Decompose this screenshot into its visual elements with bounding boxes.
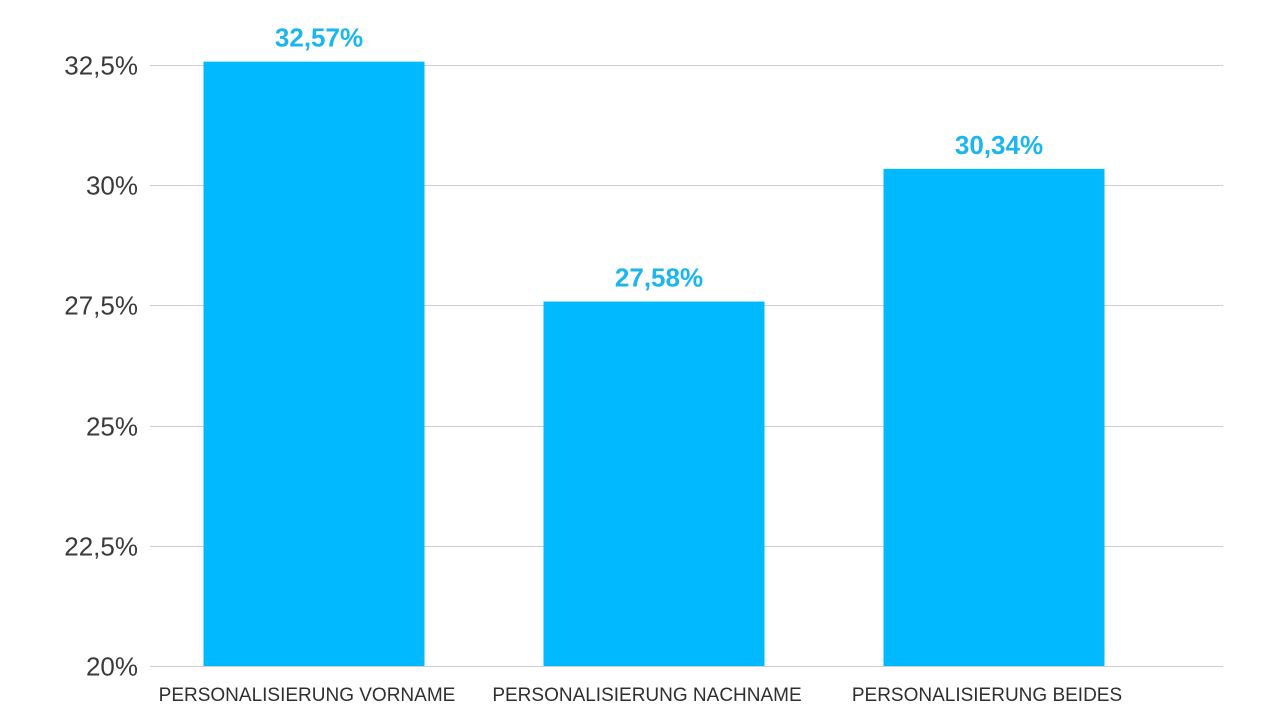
data-label: 30,34%	[955, 130, 1043, 160]
bar	[543, 301, 765, 666]
category-label: PERSONALISIERUNG BEIDES	[852, 685, 1122, 706]
x-axis-category-labels: PERSONALISIERUNG VORNAME PERSONALISIERUNG…	[159, 685, 1122, 706]
data-label: 27,58%	[615, 263, 703, 293]
data-label: 32,57%	[275, 23, 363, 53]
y-tick-label: 32,5%	[64, 51, 138, 81]
y-axis-tick-labels: 20% 22,5% 25% 27,5% 30% 32,5%	[64, 51, 138, 682]
category-label: PERSONALISIERUNG VORNAME	[159, 685, 456, 706]
bar	[203, 61, 425, 666]
data-labels: 32,57% 27,58% 30,34%	[275, 23, 1043, 293]
bars	[203, 61, 1105, 667]
y-tick-label: 22,5%	[64, 532, 138, 562]
y-tick-label: 25%	[86, 412, 138, 442]
y-tick-label: 30%	[86, 171, 138, 201]
bar	[883, 168, 1105, 667]
y-tick-label: 27,5%	[64, 291, 138, 321]
y-tick-label: 20%	[86, 652, 138, 682]
category-label: PERSONALISIERUNG NACHNAME	[492, 685, 801, 706]
